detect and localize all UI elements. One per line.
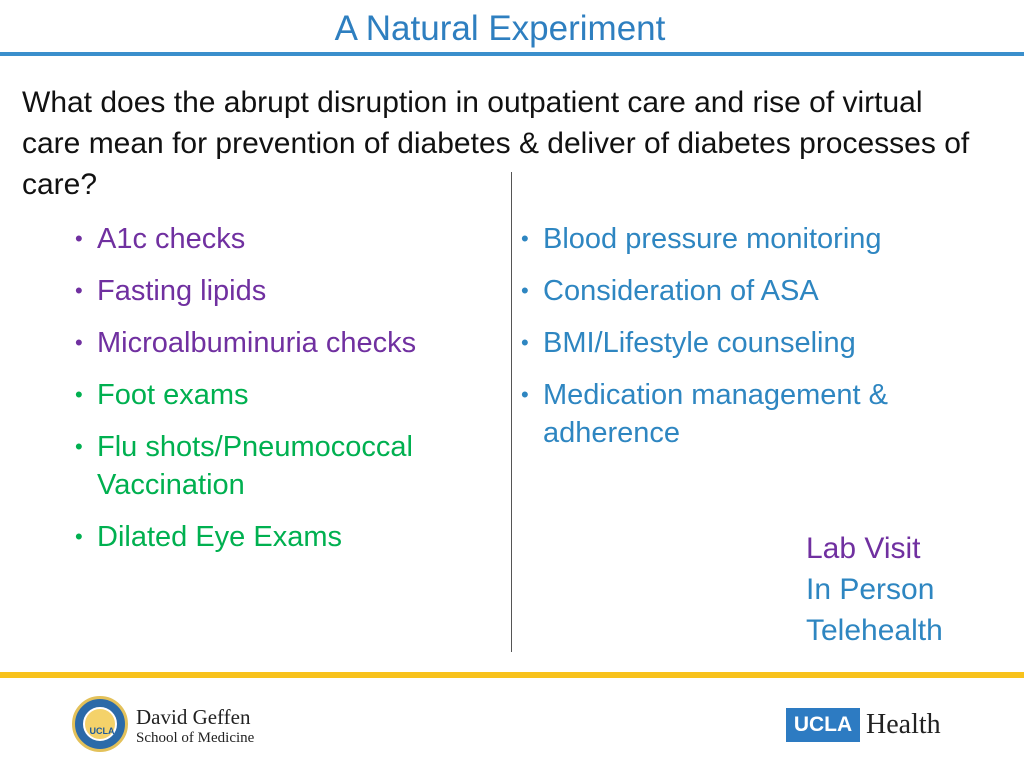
bullet-a1c-checks: A1c checks (75, 220, 495, 258)
bullet-microalbuminuria-checks: Microalbuminuria checks (75, 324, 495, 362)
title-rule (0, 52, 1024, 56)
bullet-bmi-lifestyle: BMI/Lifestyle counseling (521, 324, 961, 362)
dgsom-logo: David Geffen School of Medicine (136, 705, 254, 747)
bullet-asa: Consideration of ASA (521, 272, 961, 310)
ucla-health-logo-box: UCLA (786, 708, 860, 742)
legend-telehealth: Telehealth (806, 614, 943, 647)
question-text: What does the abrupt disruption in outpa… (22, 86, 970, 201)
seal-text: UCLA (89, 726, 115, 736)
legend-in-person: In Person (806, 573, 935, 606)
dgsom-line1: David Geffen (136, 705, 251, 729)
slide-title: A Natural Experiment (334, 9, 666, 48)
bullet-flu-shots: Flu shots/Pneumococcal Vaccination (75, 428, 495, 504)
dgsom-line2: School of Medicine (136, 730, 255, 746)
right-bullet-list: Blood pressure monitoring Consideration … (521, 220, 961, 466)
bullet-dilated-eye-exams: Dilated Eye Exams (75, 518, 495, 556)
footer-rule (0, 672, 1024, 678)
column-divider (511, 172, 512, 652)
bullet-foot-exams: Foot exams (75, 376, 495, 414)
legend-lab-visit: Lab Visit (806, 532, 921, 565)
seal-center: UCLA (83, 707, 117, 741)
ucla-seal-icon: UCLA (72, 696, 128, 752)
left-bullet-list: A1c checks Fasting lipids Microalbuminur… (75, 220, 495, 570)
bullet-blood-pressure: Blood pressure monitoring (521, 220, 961, 258)
ucla-health-logo-word: Health (866, 709, 941, 740)
bullet-fasting-lipids: Fasting lipids (75, 272, 495, 310)
bullet-medication-management: Medication management & adherence (521, 376, 923, 452)
color-legend: Lab Visit In Person Telehealth (806, 528, 943, 651)
